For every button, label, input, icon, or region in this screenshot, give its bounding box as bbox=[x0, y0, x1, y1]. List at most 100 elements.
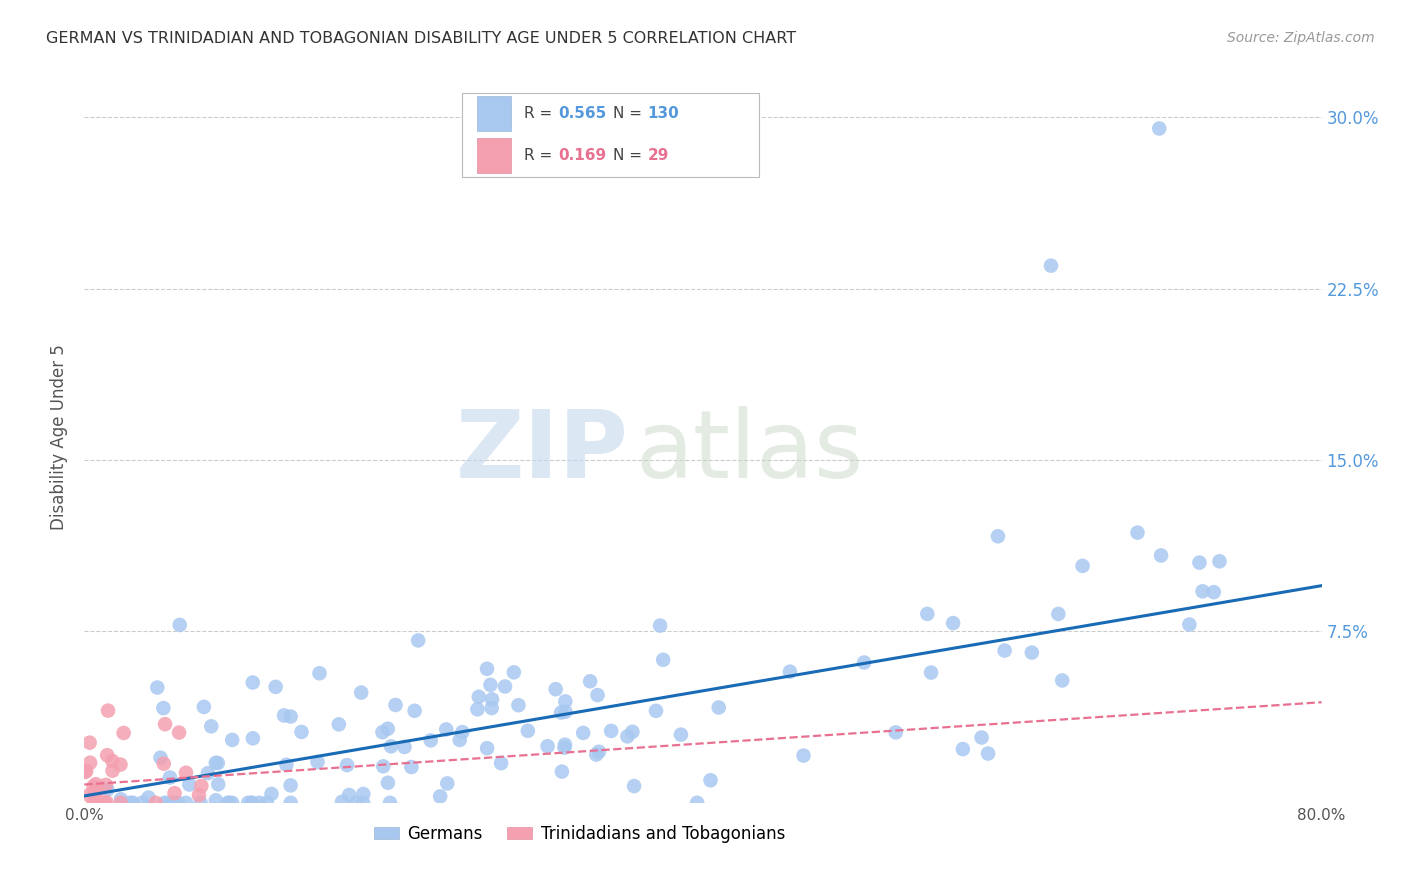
Point bbox=[377, 722, 399, 736]
Point bbox=[336, 758, 359, 772]
Point bbox=[260, 787, 283, 801]
Legend: Germans, Trinidadians and Tobagonians: Germans, Trinidadians and Tobagonians bbox=[367, 818, 792, 849]
Point bbox=[394, 739, 416, 754]
Text: 0.565: 0.565 bbox=[558, 106, 606, 121]
Point bbox=[1188, 556, 1211, 570]
Point bbox=[449, 733, 471, 747]
Point bbox=[942, 616, 965, 631]
Point bbox=[553, 740, 575, 755]
Point bbox=[145, 796, 167, 810]
Point bbox=[371, 725, 394, 739]
Point bbox=[652, 653, 675, 667]
Point bbox=[256, 796, 278, 810]
Point bbox=[200, 719, 222, 733]
Point bbox=[551, 764, 574, 779]
Point bbox=[645, 704, 668, 718]
Point bbox=[853, 656, 876, 670]
Point bbox=[101, 754, 124, 768]
Point bbox=[536, 739, 558, 754]
Point bbox=[502, 665, 524, 680]
Text: Source: ZipAtlas.com: Source: ZipAtlas.com bbox=[1227, 31, 1375, 45]
Point bbox=[406, 633, 429, 648]
Point bbox=[481, 701, 503, 715]
Point bbox=[380, 739, 402, 754]
Point bbox=[623, 779, 645, 793]
Point bbox=[586, 688, 609, 702]
Point bbox=[187, 788, 209, 802]
Point bbox=[1071, 558, 1094, 573]
Point bbox=[554, 738, 576, 752]
Point bbox=[419, 733, 441, 747]
Point bbox=[159, 771, 181, 785]
Point bbox=[550, 706, 572, 720]
Point bbox=[79, 756, 101, 770]
Text: N =: N = bbox=[613, 148, 647, 163]
Text: GERMAN VS TRINIDADIAN AND TOBAGONIAN DISABILITY AGE UNDER 5 CORRELATION CHART: GERMAN VS TRINIDADIAN AND TOBAGONIAN DIS… bbox=[46, 31, 797, 46]
Point bbox=[167, 725, 190, 739]
Point bbox=[83, 780, 105, 794]
Point bbox=[328, 717, 350, 731]
Point bbox=[1202, 585, 1225, 599]
Text: 29: 29 bbox=[647, 148, 669, 163]
Point bbox=[373, 759, 395, 773]
Text: 0.169: 0.169 bbox=[558, 148, 606, 163]
Point bbox=[489, 756, 512, 771]
Point bbox=[1021, 646, 1043, 660]
FancyBboxPatch shape bbox=[461, 94, 759, 178]
Point bbox=[308, 666, 330, 681]
Point bbox=[280, 709, 302, 723]
Point bbox=[350, 685, 373, 699]
Point bbox=[84, 777, 107, 791]
Point bbox=[621, 724, 644, 739]
Point bbox=[970, 731, 993, 745]
Point bbox=[1191, 584, 1213, 599]
Point bbox=[190, 796, 212, 810]
Point bbox=[96, 782, 118, 797]
Point bbox=[554, 705, 576, 719]
Point bbox=[1050, 673, 1073, 688]
Point bbox=[554, 694, 576, 708]
Point bbox=[240, 796, 263, 810]
Point bbox=[290, 725, 312, 739]
Text: R =: R = bbox=[523, 106, 557, 121]
Point bbox=[149, 750, 172, 764]
Point bbox=[280, 796, 302, 810]
Point bbox=[242, 675, 264, 690]
Point bbox=[779, 665, 801, 679]
Point bbox=[699, 773, 721, 788]
Point bbox=[1208, 554, 1230, 568]
Point bbox=[207, 777, 229, 791]
Point bbox=[75, 764, 97, 779]
Point bbox=[1039, 259, 1063, 273]
Point bbox=[917, 607, 939, 621]
Point bbox=[401, 760, 423, 774]
Point bbox=[616, 730, 638, 744]
Point bbox=[669, 728, 692, 742]
Point bbox=[579, 674, 602, 689]
Point bbox=[792, 748, 814, 763]
Point bbox=[163, 786, 186, 800]
Point bbox=[87, 783, 110, 797]
Point bbox=[920, 665, 942, 680]
Point bbox=[337, 788, 360, 802]
Point bbox=[479, 678, 502, 692]
Point bbox=[344, 796, 367, 810]
Text: N =: N = bbox=[613, 106, 647, 121]
Point bbox=[544, 682, 567, 697]
Point bbox=[516, 723, 538, 738]
Point bbox=[221, 796, 243, 810]
Point bbox=[221, 733, 243, 747]
Point bbox=[84, 792, 107, 806]
Point bbox=[1178, 617, 1201, 632]
Point bbox=[110, 757, 132, 772]
Point bbox=[153, 796, 176, 810]
Point bbox=[648, 618, 671, 632]
Point bbox=[1150, 549, 1173, 563]
Point bbox=[174, 765, 197, 780]
Y-axis label: Disability Age Under 5: Disability Age Under 5 bbox=[51, 344, 69, 530]
Point bbox=[330, 795, 353, 809]
Point bbox=[75, 764, 97, 778]
Point bbox=[157, 796, 180, 810]
Point bbox=[190, 779, 212, 793]
Point bbox=[96, 795, 118, 809]
